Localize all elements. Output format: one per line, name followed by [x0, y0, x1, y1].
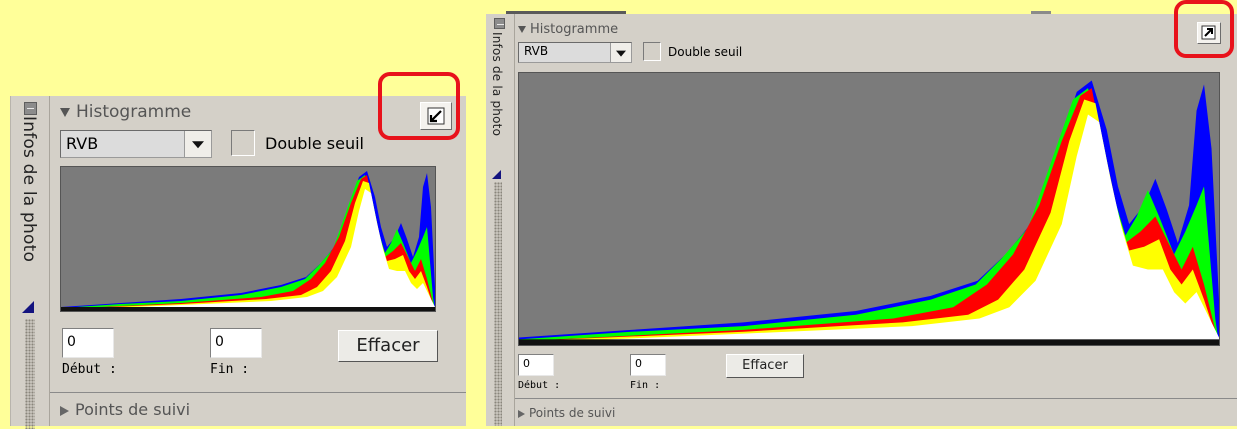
end-value-input[interactable]: 0	[210, 328, 262, 358]
histogram-title: Histogramme	[530, 22, 619, 37]
end-label: Fin :	[630, 380, 661, 391]
end-value-input[interactable]: 0	[630, 354, 666, 376]
end-value: 0	[635, 357, 642, 370]
disclosure-right-icon	[60, 405, 69, 416]
histogram-panel-docked: Infos de la photo Histogramme RVB Double…	[10, 96, 466, 429]
histogram-content: Histogramme RVB Double seuil	[50, 96, 466, 426]
resize-corner-icon[interactable]	[22, 301, 34, 313]
dock-arrow-icon	[427, 107, 445, 125]
divider	[506, 11, 626, 14]
histogram-graph[interactable]	[60, 166, 436, 312]
disclosure-right-icon	[518, 409, 525, 418]
disclosure-down-icon	[518, 26, 526, 33]
photo-info-vertical-tab[interactable]: Infos de la photo	[486, 14, 515, 426]
highlight-box	[378, 72, 460, 140]
grip-handle[interactable]	[494, 182, 502, 426]
chevron-down-icon[interactable]	[610, 43, 631, 62]
disclosure-down-icon	[60, 107, 70, 117]
channel-select-value: RVB	[66, 134, 99, 153]
clear-button[interactable]: Effacer	[338, 330, 438, 362]
clear-button[interactable]: Effacer	[726, 354, 804, 378]
grip-handle[interactable]	[25, 319, 35, 429]
top-edge-strip	[486, 0, 1237, 14]
histogram-chart	[519, 80, 1219, 345]
histogram-section-header[interactable]: Histogramme	[60, 102, 191, 122]
dock-toggle-button[interactable]	[420, 102, 452, 130]
histogram-title: Histogramme	[76, 102, 192, 122]
start-label: Début :	[62, 362, 117, 377]
collapse-icon[interactable]	[494, 18, 505, 29]
chevron-down-icon[interactable]	[184, 131, 211, 157]
double-threshold-checkbox[interactable]	[231, 130, 255, 156]
highlight-box	[1174, 0, 1234, 58]
undock-arrow-icon	[1201, 25, 1216, 40]
start-value-input[interactable]: 0	[518, 354, 554, 376]
double-threshold-label: Double seuil	[668, 45, 743, 59]
divider	[50, 392, 466, 393]
end-value: 0	[215, 334, 224, 350]
divider	[515, 398, 1237, 399]
start-value: 0	[523, 357, 530, 370]
double-threshold-checkbox[interactable]	[643, 42, 661, 61]
start-value: 0	[67, 334, 76, 350]
histogram-graph[interactable]	[518, 72, 1220, 346]
undock-toggle-button[interactable]	[1197, 22, 1221, 44]
channel-select-value: RVB	[524, 44, 549, 58]
resize-corner-icon[interactable]	[492, 170, 501, 179]
vertical-tab-label: Infos de la photo	[19, 116, 39, 263]
channel-select[interactable]: RVB	[518, 42, 632, 63]
tracking-points-title: Points de suivi	[529, 406, 616, 420]
histogram-section-header[interactable]: Histogramme	[518, 22, 618, 37]
divider	[1031, 11, 1051, 14]
histogram-chart	[61, 171, 435, 311]
photo-info-vertical-tab[interactable]: Infos de la photo	[11, 96, 50, 429]
vertical-tab-label: Infos de la photo	[490, 32, 504, 137]
tracking-points-title: Points de suivi	[75, 400, 191, 419]
start-label: Début :	[518, 380, 561, 391]
histogram-panel-undocked: Infos de la photo Histogramme RVB Double…	[486, 14, 1237, 426]
double-threshold-label: Double seuil	[265, 134, 364, 153]
end-label: Fin :	[210, 362, 250, 377]
start-value-input[interactable]: 0	[62, 328, 114, 358]
channel-select[interactable]: RVB	[60, 130, 212, 158]
collapse-icon[interactable]	[24, 102, 37, 115]
tracking-points-header[interactable]: Points de suivi	[518, 406, 615, 420]
tracking-points-header[interactable]: Points de suivi	[60, 400, 190, 419]
